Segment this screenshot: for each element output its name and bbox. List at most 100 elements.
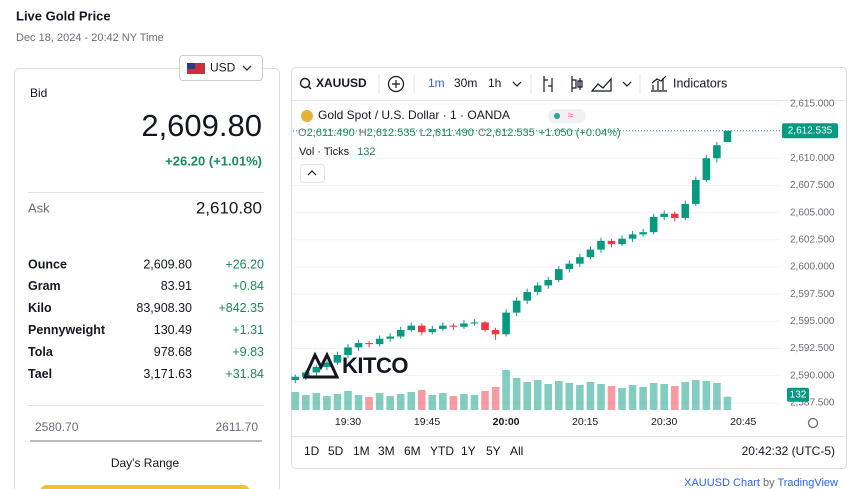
legend-title: Gold Spot / U.S. Dollar · 1 · OANDA bbox=[318, 108, 510, 122]
range-button[interactable]: 1D bbox=[304, 444, 320, 458]
unit-name: Tael bbox=[28, 367, 52, 381]
range-button[interactable]: 5D bbox=[328, 444, 344, 458]
volume-bar bbox=[481, 391, 489, 410]
candle-body bbox=[523, 291, 531, 301]
volume-bar bbox=[354, 395, 363, 410]
candle-body bbox=[502, 312, 510, 335]
candle-body bbox=[449, 325, 458, 327]
unit-price: 978.68 bbox=[154, 345, 192, 359]
volume-bar bbox=[428, 395, 437, 410]
volume-bar bbox=[460, 394, 468, 410]
attribution-brand[interactable]: TradingView bbox=[777, 477, 838, 489]
range-button[interactable]: 6M bbox=[404, 444, 421, 458]
volume-bar bbox=[449, 396, 458, 410]
unit-change: +0.84 bbox=[232, 279, 264, 293]
candle-body bbox=[428, 328, 437, 333]
chevron[interactable] bbox=[622, 81, 632, 87]
x-tick-label: 20:00 bbox=[493, 416, 520, 428]
volume-bar bbox=[291, 392, 300, 410]
currency[interactable]: USD bbox=[210, 61, 236, 75]
ohlc-value: 2,612.535 bbox=[367, 127, 416, 139]
candle-body bbox=[344, 347, 352, 355]
volume-bar bbox=[407, 392, 416, 410]
volume-bar bbox=[639, 387, 647, 410]
chevron bbox=[242, 65, 252, 71]
bars-icon[interactable] bbox=[543, 76, 553, 92]
indicators-icon[interactable] bbox=[651, 75, 667, 92]
symbol[interactable]: XAUUSD bbox=[316, 76, 367, 90]
y-tick-label: 2,590.000 bbox=[790, 370, 835, 381]
watermark: KITCO bbox=[302, 351, 409, 379]
ohlc-value: 2,612.535 bbox=[486, 127, 535, 139]
range-button[interactable]: All bbox=[510, 444, 523, 458]
volume-bar bbox=[333, 394, 342, 410]
candle-body bbox=[555, 269, 563, 280]
chevron[interactable] bbox=[512, 81, 522, 87]
unit-name: Ounce bbox=[28, 257, 67, 271]
settings-icon[interactable] bbox=[807, 417, 819, 429]
currency-box[interactable] bbox=[179, 55, 263, 81]
range-button[interactable]: 1Y bbox=[461, 444, 476, 458]
currency-select[interactable]: USD bbox=[179, 55, 263, 81]
y-tick-label: 2,597.500 bbox=[790, 289, 835, 300]
volume-bar bbox=[713, 383, 721, 410]
unit-change: +1.31 bbox=[232, 323, 264, 337]
candle-body bbox=[396, 329, 405, 337]
candle-body bbox=[660, 213, 668, 217]
watermark-text: KITCO bbox=[342, 353, 408, 378]
unit-change: +9.83 bbox=[232, 345, 264, 359]
candle-body bbox=[533, 285, 542, 292]
range-button[interactable]: 5Y bbox=[486, 444, 501, 458]
volume-bar bbox=[692, 380, 700, 410]
candle-body bbox=[365, 343, 373, 345]
units-table: Ounce 2,609.80 +26.20 Gram 83.91 +0.84 Kilo 83,… bbox=[28, 257, 264, 381]
candle-body bbox=[407, 325, 416, 330]
unit-name: Pennyweight bbox=[28, 323, 106, 337]
unit-name: Tola bbox=[28, 345, 54, 359]
interval[interactable]: 1m bbox=[428, 76, 445, 90]
interval[interactable]: 30m bbox=[454, 76, 477, 90]
toolbar: XAUUSD 1m 30m 1h Indicators bbox=[292, 74, 846, 101]
unit-price: 2,609.80 bbox=[143, 257, 192, 271]
flag-canton bbox=[187, 63, 195, 69]
volume-bar bbox=[365, 397, 373, 410]
search-icon[interactable] bbox=[299, 77, 311, 89]
volume-bar bbox=[417, 390, 426, 410]
range-high: 2611.70 bbox=[216, 420, 259, 434]
range-buttons: 1D 5D 1M 3M 6M YTD 1Y 5Y All bbox=[304, 444, 523, 458]
volume-bar bbox=[512, 378, 521, 410]
y-tick-label: 2,592.500 bbox=[790, 343, 835, 354]
status-dot bbox=[554, 113, 560, 119]
bid-label: Bid bbox=[30, 86, 47, 100]
ohlc-change: +1.050 (+0.04%) bbox=[539, 127, 621, 139]
compare-button[interactable] bbox=[387, 75, 405, 93]
candle-body bbox=[713, 145, 721, 159]
range-button[interactable]: 3M bbox=[378, 444, 395, 458]
interval[interactable]: 1h bbox=[488, 76, 501, 90]
volume-bar bbox=[607, 386, 616, 410]
range-button[interactable]: 1M bbox=[353, 444, 370, 458]
range-button[interactable]: YTD bbox=[430, 444, 454, 458]
unit-change: +842.35 bbox=[218, 301, 264, 315]
action-button[interactable] bbox=[40, 485, 250, 489]
collapse-button[interactable] bbox=[300, 164, 325, 183]
candle-body bbox=[512, 300, 521, 313]
candles-icon[interactable] bbox=[571, 76, 583, 92]
unit-change: +26.20 bbox=[225, 257, 264, 271]
candle-body bbox=[692, 180, 700, 204]
volume-bar bbox=[597, 384, 605, 410]
volume-bar bbox=[681, 382, 690, 410]
plus bbox=[392, 80, 400, 88]
unit-change: +31.84 bbox=[225, 367, 264, 381]
candle-body bbox=[639, 232, 647, 235]
area-icon[interactable] bbox=[590, 77, 612, 92]
unit-price: 130.49 bbox=[154, 323, 192, 337]
attribution-symbol[interactable]: XAUUSD Chart bbox=[684, 477, 760, 489]
volume-bar bbox=[670, 386, 679, 410]
indicators[interactable]: Indicators bbox=[673, 76, 727, 90]
plot: 2,587.500 2,590.000 2,592.500 2,595.000 2,59… bbox=[291, 99, 838, 428]
candle-body bbox=[386, 336, 394, 339]
ask-price: 2,610.80 bbox=[196, 198, 262, 217]
volume-bar bbox=[618, 388, 626, 410]
